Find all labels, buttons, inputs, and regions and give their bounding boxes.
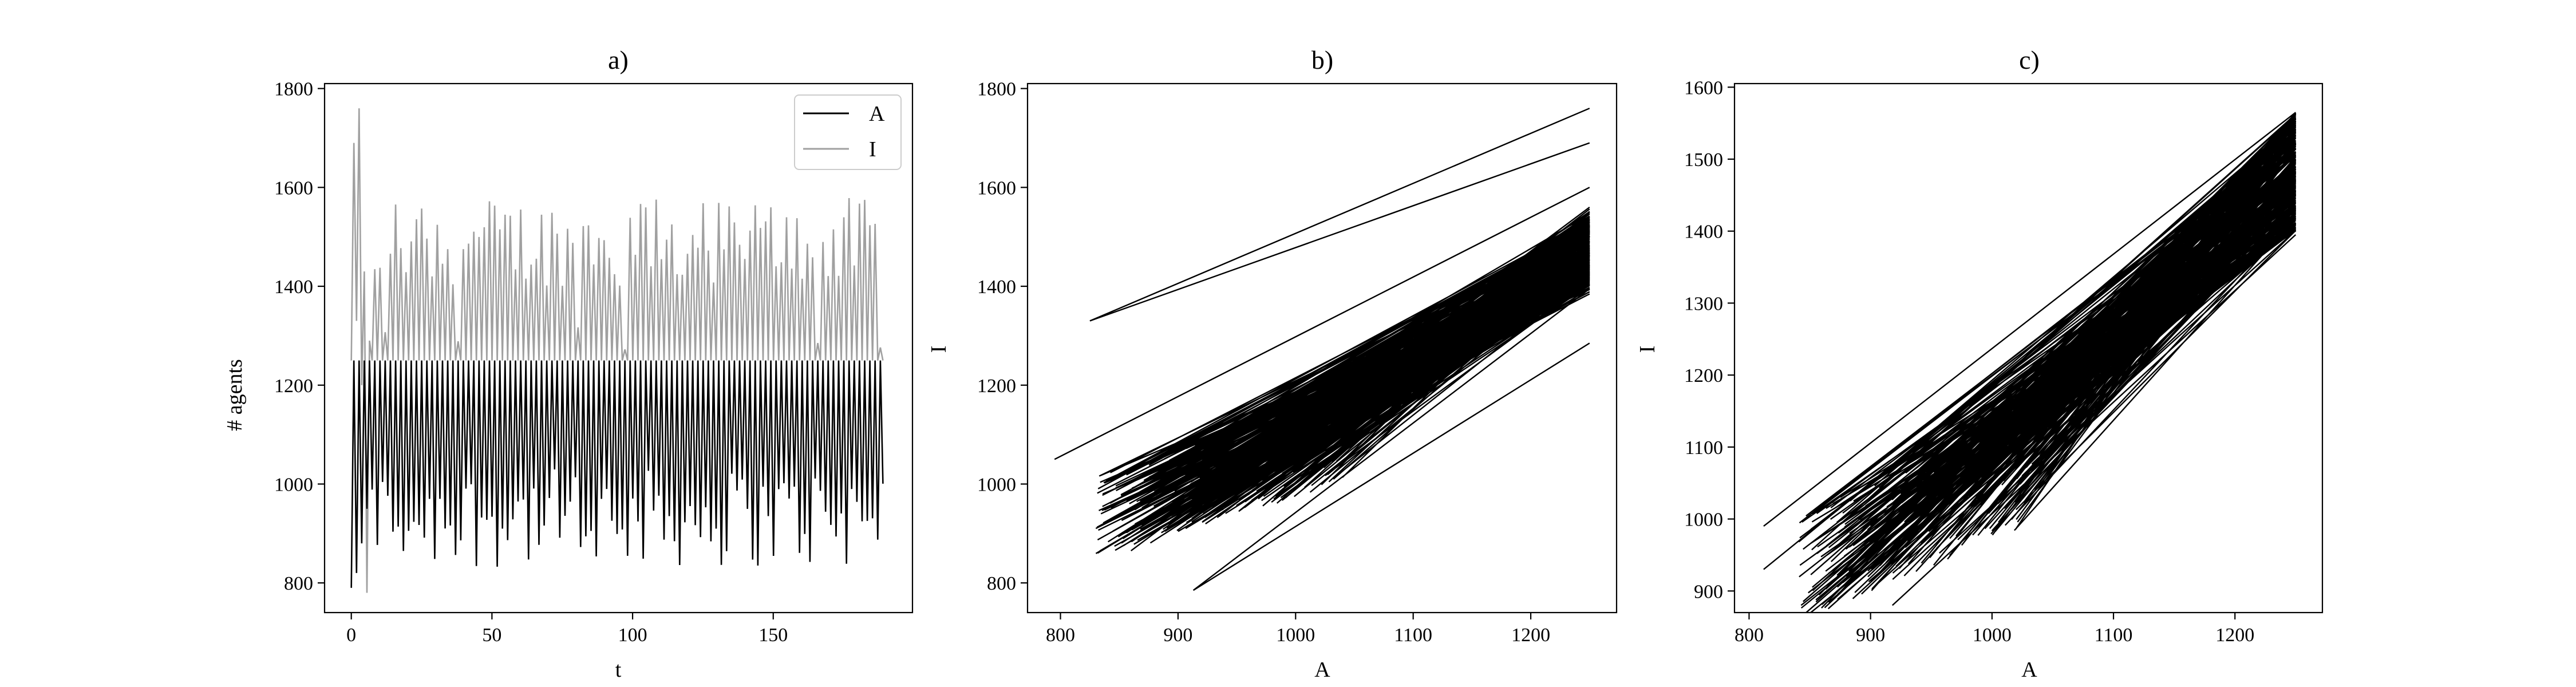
y-tick-label: 1300 [1684, 293, 1723, 314]
x-tick-label: 900 [1163, 625, 1192, 646]
x-tick-label: 1200 [2215, 625, 2254, 646]
legend: AI [794, 94, 902, 170]
panel-c-title: c) [2019, 45, 2040, 74]
panel-a: a) t # agents 0 50 100 150 800 1000 1200 1400 16… [223, 45, 914, 682]
y-tick-label: 1600 [1684, 77, 1723, 98]
panel-b-title: b) [1311, 45, 1333, 74]
y-tick-label: 1400 [1684, 222, 1723, 243]
series-A-line [350, 360, 884, 588]
y-tick-label: 1200 [274, 376, 313, 397]
x-tick-label: 1100 [1394, 625, 1432, 646]
x-tick-label: 1200 [1511, 625, 1550, 646]
y-tick-label: 1800 [977, 79, 1016, 100]
y-tick-label: 1500 [1684, 149, 1723, 171]
y-tick-label: 1600 [274, 177, 313, 199]
panel-b-ylabel: I [927, 346, 951, 353]
y-tick-label: 1000 [274, 474, 313, 495]
panel-b: b) A I 800 900 1000 1100 1200 800 1000 1200 1400… [927, 45, 1618, 682]
legend-box [794, 94, 902, 170]
y-tick-label: 1000 [1684, 510, 1723, 531]
x-tick-label: 0 [346, 625, 356, 646]
phase-trajectory-c [1763, 112, 2297, 613]
phase-trajectory-b [1054, 108, 1590, 591]
x-tick-label: 1100 [2095, 625, 2133, 646]
x-tick-label: 150 [758, 625, 788, 646]
y-tick-label: 1000 [977, 474, 1016, 495]
panel-a-xlabel: t [615, 658, 622, 682]
legend-label-I: I [869, 137, 876, 161]
legend-label-A: A [869, 102, 885, 126]
y-tick-label: 900 [1694, 581, 1723, 602]
panel-b-segments [1054, 108, 1590, 591]
panel-c-segments [1763, 112, 2297, 613]
panel-a-title: a) [608, 45, 629, 74]
y-tick-label: 800 [284, 573, 313, 594]
panel-c: c) A I 800 900 1000 1100 1200 900 1000 1100 1200… [1635, 45, 2324, 682]
y-tick-label: 1800 [274, 79, 313, 100]
x-tick-label: 800 [1735, 625, 1764, 646]
panel-b-xlabel: A [1314, 658, 1330, 682]
series-I-line [350, 108, 884, 593]
panel-a-ylabel: # agents [223, 359, 247, 431]
x-tick-label: 1000 [1973, 625, 2012, 646]
panel-c-xlabel: A [2021, 658, 2037, 682]
plot-frame [1026, 82, 1618, 614]
y-tick-label: 1200 [1684, 365, 1723, 386]
plot-frame [323, 82, 914, 614]
y-tick-label: 1100 [1685, 437, 1723, 459]
x-tick-label: 800 [1046, 625, 1075, 646]
y-tick-label: 1200 [977, 376, 1016, 397]
y-tick-label: 1600 [977, 177, 1016, 199]
y-tick-label: 1400 [977, 277, 1016, 298]
x-tick-label: 900 [1856, 625, 1885, 646]
y-tick-label: 800 [987, 573, 1016, 594]
x-tick-label: 50 [482, 625, 501, 646]
x-tick-label: 100 [618, 625, 647, 646]
plot-frame [1733, 82, 2324, 614]
y-tick-label: 1400 [274, 277, 313, 298]
panel-c-ylabel: I [1635, 346, 1660, 353]
x-tick-label: 1000 [1276, 625, 1315, 646]
